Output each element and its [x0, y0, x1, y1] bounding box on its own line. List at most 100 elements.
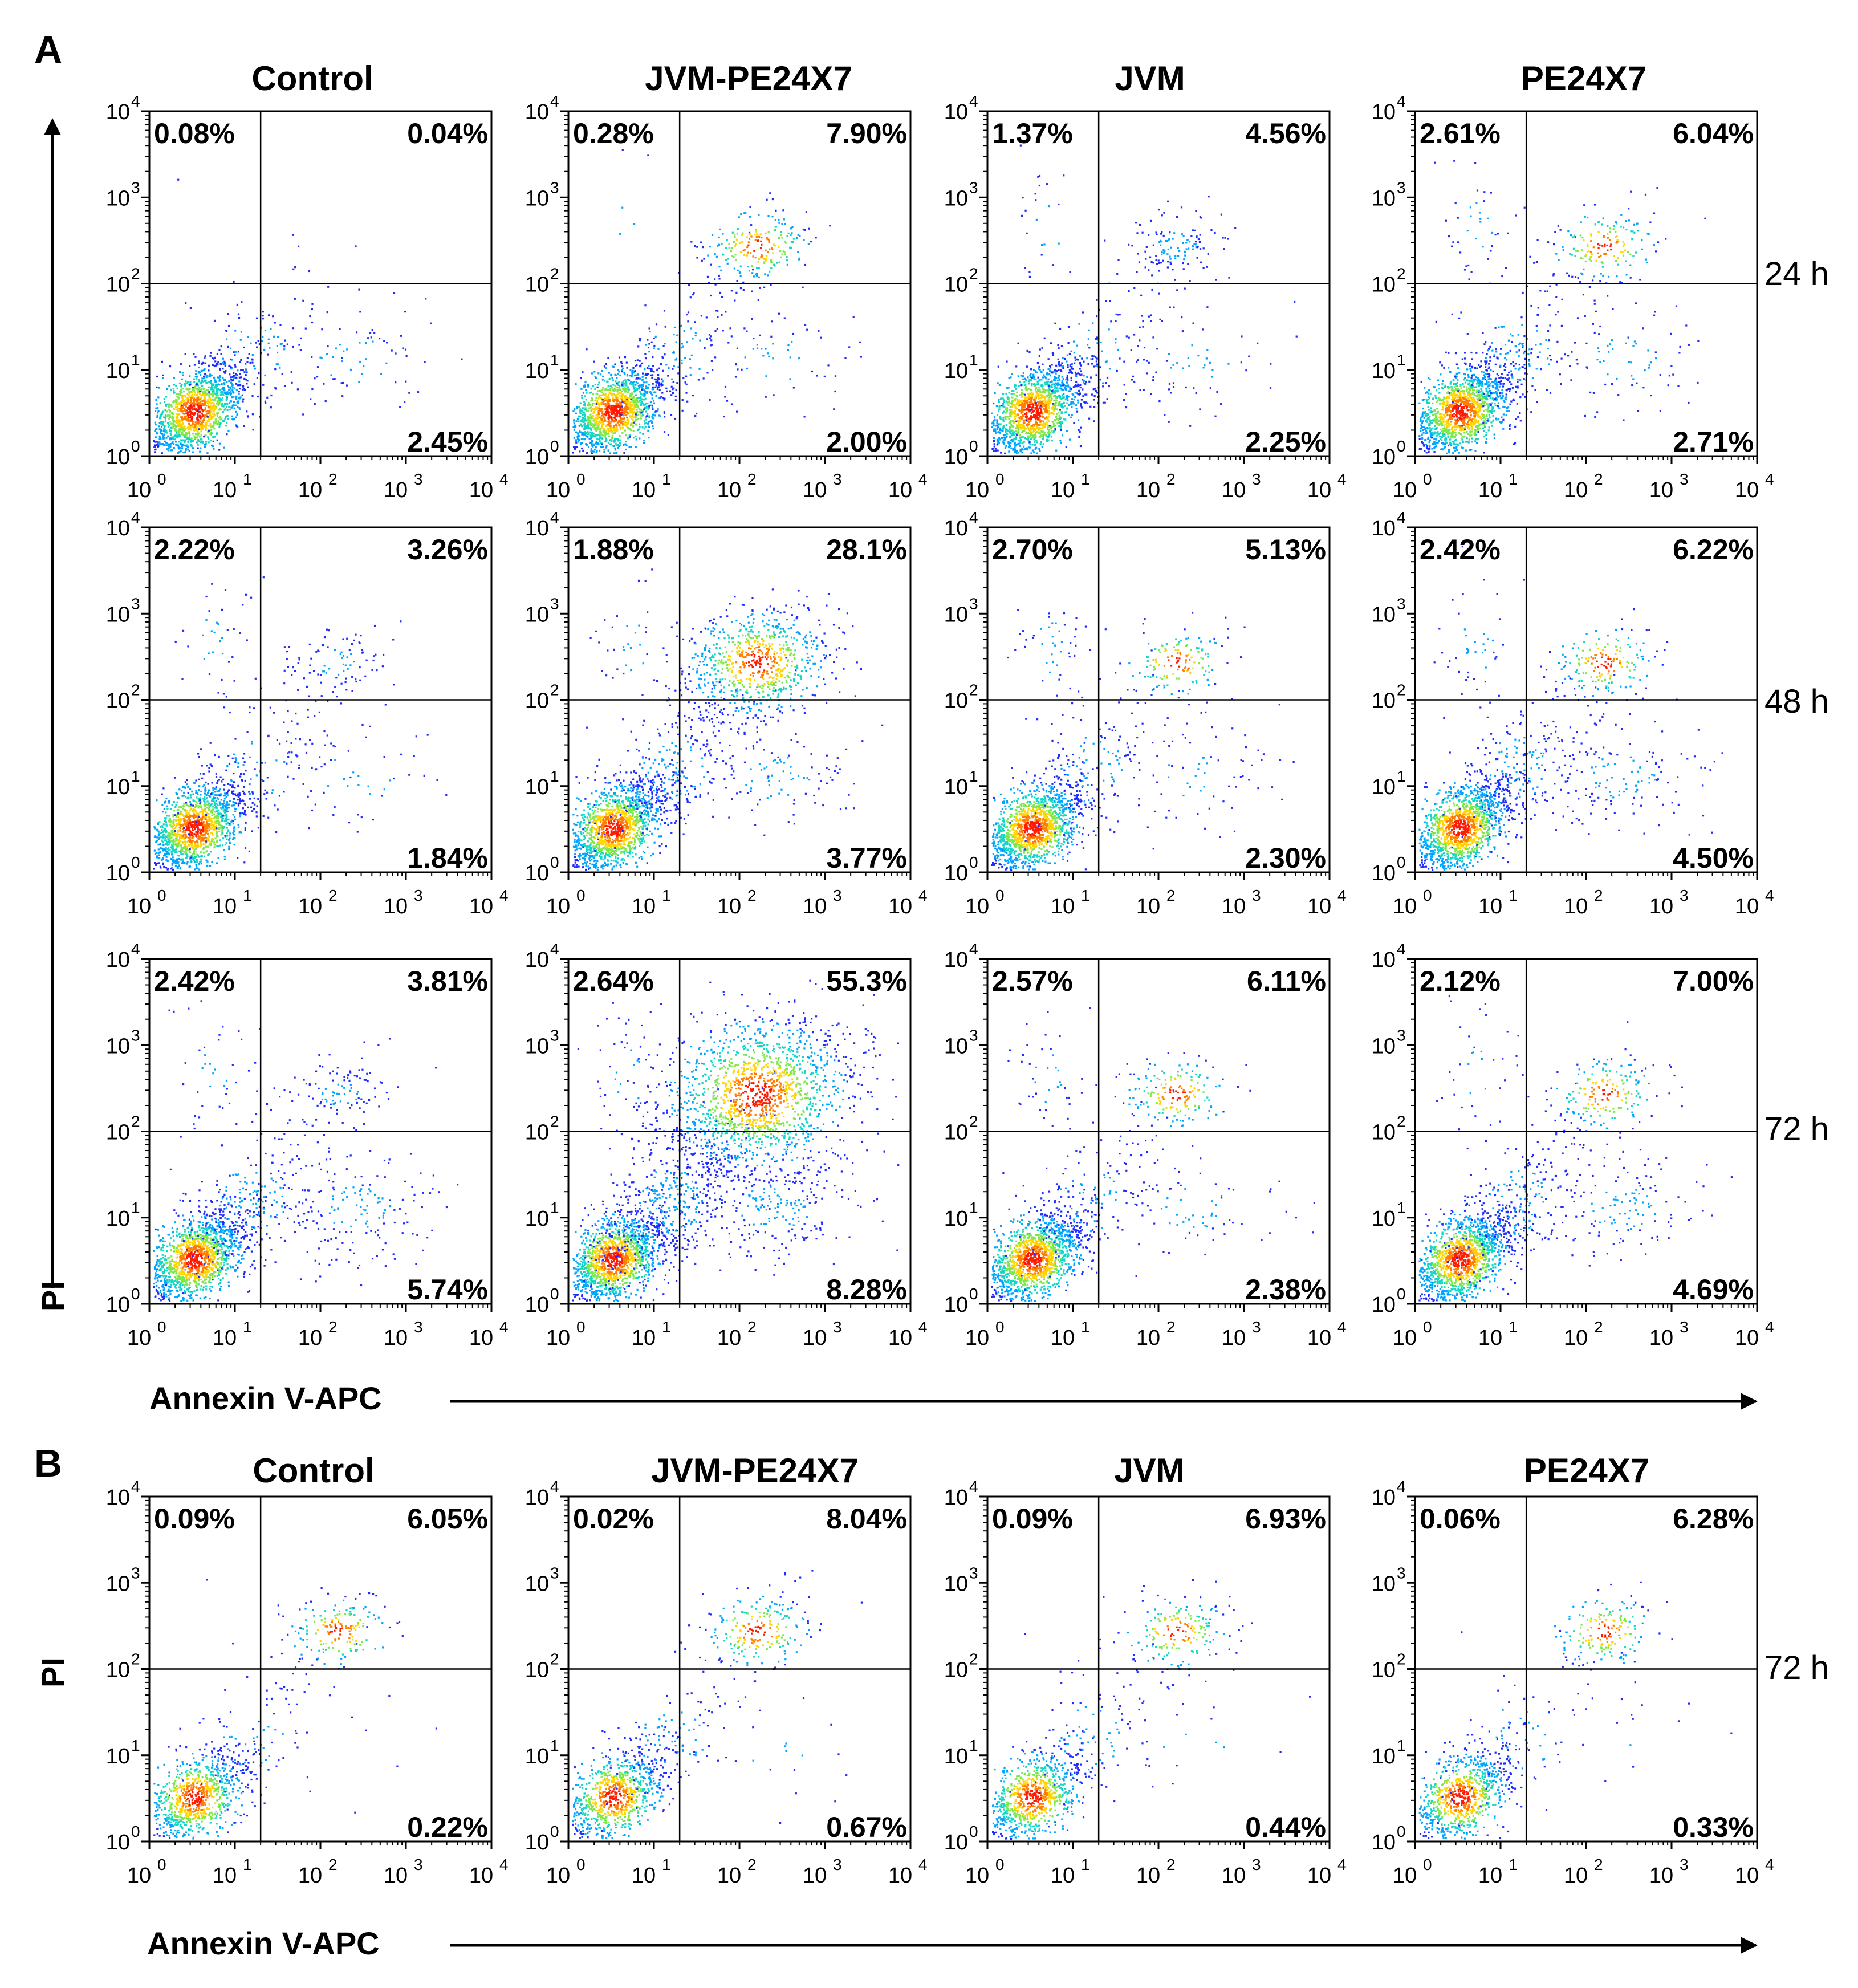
y-tick-label: 10: [1372, 1293, 1396, 1317]
y-tick-label: 10: [106, 1572, 130, 1596]
x-tick-label: 10: [965, 1864, 989, 1888]
y-tick-exponent: 4: [550, 940, 559, 958]
y-tick-exponent: 2: [1397, 681, 1406, 699]
col-header-a-jvm: JVM: [1115, 59, 1185, 97]
x-tick-label: 10: [803, 1326, 827, 1350]
quadrant-ur-percent: 6.04%: [1673, 117, 1754, 149]
y-tick-exponent: 4: [550, 509, 559, 526]
x-tick-label: 10: [1136, 895, 1160, 918]
y-tick-label: 10: [1372, 861, 1396, 885]
y-tick-label: 10: [106, 1831, 130, 1855]
quadrant-ur-percent: 6.93%: [1245, 1503, 1326, 1535]
x-tick-exponent: 3: [1680, 1856, 1689, 1873]
x-tick-label: 10: [1649, 1326, 1673, 1350]
y-tick-label: 10: [525, 1572, 549, 1596]
y-tick-exponent: 1: [1397, 351, 1406, 369]
y-tick-label: 10: [944, 186, 968, 210]
density-dots: [572, 1570, 863, 1839]
scatter-plot-a-r0-c2: 10 010 010 110 110 210 210 310 310 410 41.37% 4.56%…: [944, 92, 1347, 502]
y-tick-exponent: 2: [1397, 265, 1406, 283]
scatter-plot-a-r1-c3: 10 010 010 110 110 210 210 310 310 410 42.42% 6.22%…: [1372, 509, 1774, 918]
col-header-b-pe24x7: PE24X7: [1524, 1452, 1649, 1490]
y-tick-label: 10: [525, 186, 549, 210]
y-tick-exponent: 1: [550, 351, 559, 369]
y-tick-exponent: 0: [131, 853, 140, 871]
y-tick-label: 10: [106, 1745, 130, 1769]
quadrant-ul-percent: 0.28%: [573, 117, 654, 149]
x-tick-exponent: 3: [1252, 470, 1261, 488]
y-tick-label: 10: [525, 1486, 549, 1510]
quadrant-ur-percent: 6.28%: [1673, 1503, 1754, 1535]
quadrant-ul-percent: 0.06%: [1420, 1503, 1501, 1535]
y-tick-label: 10: [1372, 603, 1396, 627]
y-tick-label: 10: [1372, 689, 1396, 713]
x-tick-exponent: 1: [662, 1318, 671, 1336]
y-tick-exponent: 2: [969, 1650, 978, 1668]
x-tick-exponent: 3: [414, 1318, 423, 1336]
x-tick-exponent: 4: [1337, 887, 1347, 904]
x-tick-exponent: 3: [833, 887, 842, 904]
y-tick-exponent: 4: [1397, 92, 1406, 110]
quadrant-ur-percent: 6.05%: [407, 1503, 488, 1535]
y-tick-exponent: 3: [1397, 1564, 1406, 1582]
density-dots: [572, 979, 900, 1302]
scatter-plot-a-r2-c2: 10 010 010 110 110 210 210 310 310 410 42.57% 6.11%…: [944, 940, 1347, 1350]
x-tick-label: 10: [632, 1326, 656, 1350]
x-tick-label: 10: [888, 1864, 912, 1888]
y-tick-label: 10: [1372, 1745, 1396, 1769]
x-tick-exponent: 2: [1594, 887, 1603, 904]
x-tick-label: 10: [213, 1326, 237, 1350]
x-tick-exponent: 3: [1252, 1856, 1261, 1873]
y-tick-label: 10: [525, 948, 549, 972]
y-tick-exponent: 0: [131, 1823, 140, 1840]
y-tick-label: 10: [106, 775, 130, 799]
quadrant-ul-percent: 2.64%: [573, 965, 654, 997]
x-tick-exponent: 2: [1166, 470, 1176, 488]
y-tick-label: 10: [944, 1572, 968, 1596]
x-tick-label: 10: [469, 1326, 493, 1350]
y-tick-label: 10: [106, 1121, 130, 1145]
x-tick-label: 10: [1393, 895, 1417, 918]
y-tick-exponent: 4: [969, 940, 978, 958]
y-tick-label: 10: [106, 689, 130, 713]
y-tick-label: 10: [525, 517, 549, 540]
x-tick-exponent: 1: [243, 1856, 252, 1873]
x-tick-label: 10: [1735, 895, 1759, 918]
quadrant-lr-percent: 2.00%: [826, 426, 907, 458]
y-tick-exponent: 3: [969, 1564, 978, 1582]
y-tick-label: 10: [944, 948, 968, 972]
x-tick-label: 10: [1649, 1864, 1673, 1888]
x-tick-label: 10: [1564, 1326, 1588, 1350]
y-tick-label: 10: [944, 689, 968, 713]
y-tick-exponent: 2: [1397, 1113, 1406, 1131]
density-dots: [153, 178, 463, 454]
x-tick-exponent: 0: [1423, 1856, 1432, 1873]
quadrant-ul-percent: 2.57%: [992, 965, 1073, 997]
y-tick-exponent: 4: [131, 92, 140, 110]
y-tick-label: 10: [1372, 1486, 1396, 1510]
y-tick-exponent: 0: [1397, 437, 1406, 455]
x-tick-exponent: 1: [243, 1318, 252, 1336]
y-tick-exponent: 0: [969, 1285, 978, 1303]
x-tick-label: 10: [1051, 1326, 1075, 1350]
y-tick-label: 10: [106, 1486, 130, 1510]
x-tick-exponent: 0: [995, 887, 1005, 904]
x-tick-label: 10: [632, 1864, 656, 1888]
x-tick-exponent: 1: [1509, 887, 1518, 904]
x-tick-exponent: 4: [918, 1318, 928, 1336]
x-tick-exponent: 3: [1680, 1318, 1689, 1336]
x-tick-exponent: 2: [1594, 1318, 1603, 1336]
y-tick-exponent: 0: [131, 1285, 140, 1303]
y-tick-exponent: 1: [969, 767, 978, 785]
y-tick-exponent: 3: [131, 1564, 140, 1582]
x-tick-exponent: 4: [499, 470, 509, 488]
y-tick-label: 10: [944, 1121, 968, 1145]
x-tick-label: 10: [1051, 1864, 1075, 1888]
y-tick-exponent: 4: [969, 92, 978, 110]
x-tick-exponent: 2: [328, 1856, 338, 1873]
row-label-b-72h: 72 h: [1765, 1649, 1829, 1686]
x-tick-label: 10: [1393, 478, 1417, 502]
x-tick-label: 10: [1649, 895, 1673, 918]
quadrant-lr-percent: 4.50%: [1673, 842, 1754, 874]
x-tick-label: 10: [965, 1326, 989, 1350]
